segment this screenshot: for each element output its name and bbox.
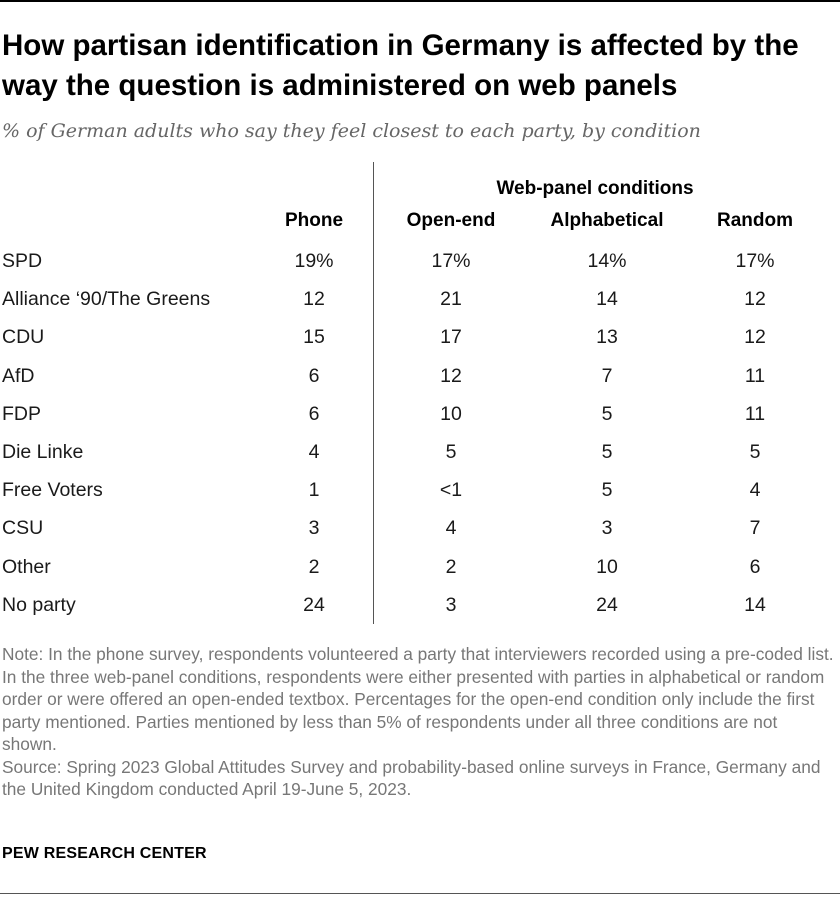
column-header-phone: Phone: [284, 210, 344, 231]
cell-random: 4: [749, 479, 761, 502]
note-text: Note: In the phone survey, respondents v…: [2, 644, 834, 754]
table-row: Die Linke 4 5 5 5: [0, 439, 840, 477]
footer-logo-text: PEW RESEARCH CENTER: [2, 845, 207, 862]
cell-open-end: 12: [440, 364, 462, 387]
cell-phone: 24: [303, 593, 325, 616]
cell-open-end: 17%: [431, 250, 471, 272]
table-row: CSU 3 4 3 7: [0, 515, 840, 553]
table-row: Free Voters 1 <1 5 4: [0, 477, 840, 515]
cell-phone: 12: [303, 288, 325, 311]
table-row: SPD 19% 17% 14% 17%: [0, 248, 840, 286]
cell-alphabetical: 24: [596, 593, 618, 616]
cell-phone: 19%: [294, 250, 334, 272]
cell-random: 11: [744, 364, 766, 387]
top-rule: [0, 0, 840, 2]
cell-alphabetical: 5: [601, 441, 613, 463]
cell-open-end: 2: [445, 555, 457, 578]
cell-open-end: <1: [439, 479, 463, 502]
cell-random: 11: [744, 402, 766, 425]
row-label: Other: [2, 555, 51, 578]
cell-phone: 15: [303, 326, 325, 349]
cell-phone: 6: [308, 364, 320, 387]
cell-random: 12: [744, 288, 766, 311]
cell-alphabetical: 5: [601, 402, 613, 425]
table-row: No party 24 3 24 14: [0, 592, 840, 630]
column-header-random: Random: [717, 210, 793, 231]
row-label: Alliance ‘90/The Greens: [2, 288, 211, 311]
cell-open-end: 3: [445, 593, 457, 616]
cell-random: 17%: [735, 250, 775, 272]
cell-open-end: 5: [445, 441, 457, 463]
row-label: Die Linke: [2, 441, 84, 463]
cell-phone: 2: [308, 555, 320, 578]
row-label: CSU: [2, 517, 44, 540]
row-label: FDP: [2, 402, 41, 425]
cell-alphabetical: 3: [601, 517, 613, 540]
table-row: Alliance ‘90/The Greens 12 21 14 12: [0, 286, 840, 324]
cell-random: 12: [744, 326, 766, 349]
cell-alphabetical: 13: [596, 326, 618, 349]
cell-phone: 6: [308, 402, 320, 425]
column-divider: [373, 162, 374, 624]
cell-open-end: 21: [440, 288, 462, 311]
cell-open-end: 17: [440, 326, 462, 349]
cell-alphabetical: 14%: [587, 250, 627, 272]
chart-subtitle: % of German adults who say they feel clo…: [2, 120, 701, 142]
table-row: Other 2 2 10 6: [0, 554, 840, 592]
cell-alphabetical: 7: [601, 364, 613, 387]
row-label: CDU: [2, 326, 45, 349]
chart-title: How partisan identification in Germany i…: [2, 29, 799, 102]
cell-phone: 4: [308, 441, 320, 463]
row-label: SPD: [2, 250, 43, 272]
source-text: Source: Spring 2023 Global Attitudes Sur…: [2, 756, 821, 800]
table-row: CDU 15 17 13 12: [0, 324, 840, 362]
bottom-rule: [0, 893, 840, 894]
cell-phone: 3: [308, 517, 320, 540]
cell-random: 6: [749, 555, 761, 578]
table-row: AfD 6 12 7 11: [0, 363, 840, 401]
note-block: Note: In the phone survey, respondents v…: [2, 643, 836, 801]
cell-alphabetical: 5: [601, 479, 613, 502]
row-label: Free Voters: [2, 479, 103, 502]
column-header-alphabetical: Alphabetical: [550, 210, 664, 231]
cell-open-end: 4: [445, 517, 457, 540]
cell-phone: 1: [308, 479, 320, 502]
row-label: No party: [2, 593, 76, 616]
cell-alphabetical: 14: [596, 288, 618, 311]
cell-random: 5: [749, 441, 761, 463]
cell-random: 7: [749, 517, 761, 540]
row-label: AfD: [2, 364, 35, 387]
table-row: FDP 6 10 5 11: [0, 401, 840, 439]
column-header-open-end: Open-end: [406, 210, 496, 231]
group-header-web-panel: Web-panel conditions: [496, 178, 694, 199]
cell-alphabetical: 10: [596, 555, 618, 578]
cell-open-end: 10: [440, 402, 462, 425]
cell-random: 14: [744, 593, 766, 616]
